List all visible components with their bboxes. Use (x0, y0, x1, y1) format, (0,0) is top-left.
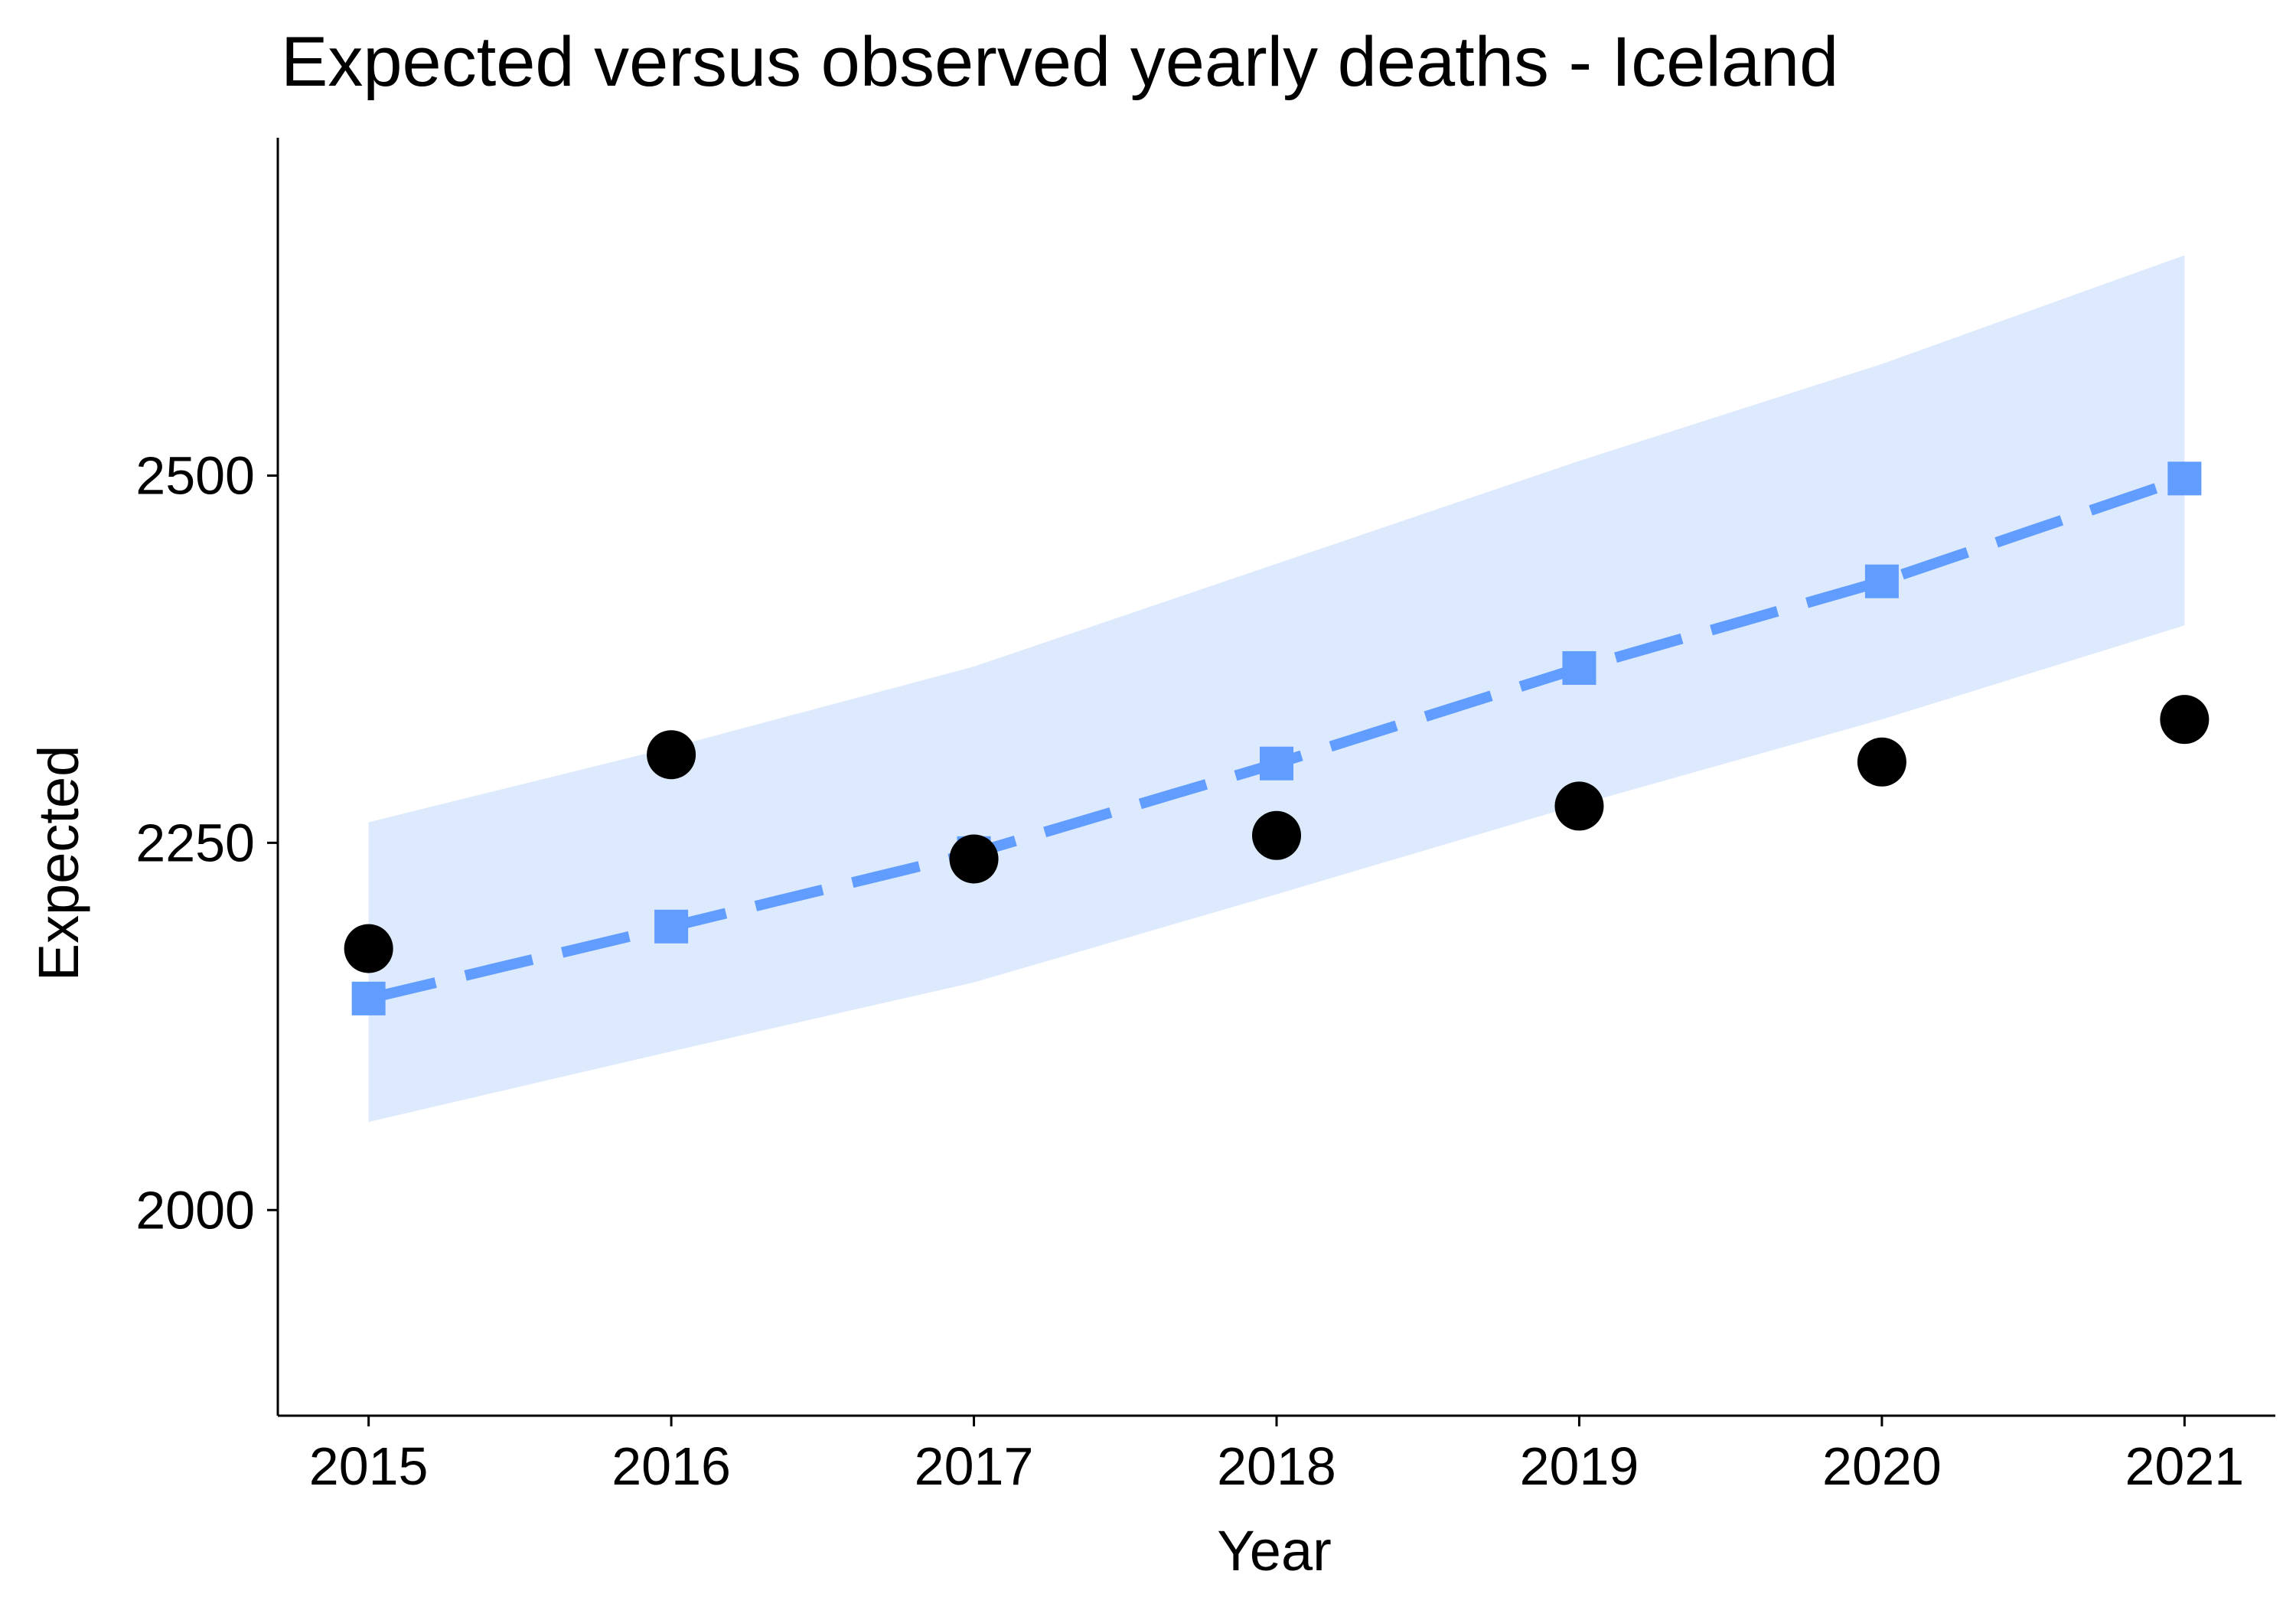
observed-point (1252, 810, 1301, 860)
axes: 2000 2250 2500 2015 2016 2017 2018 2019 2020 202… (135, 138, 2275, 1496)
plot-area (344, 255, 2210, 1123)
observed-points (344, 695, 2210, 973)
y-tick-label: 2000 (135, 1180, 255, 1240)
observed-point (1857, 737, 1906, 787)
x-tick-label: 2015 (309, 1436, 429, 1496)
y-axis-ticks: 2000 2250 2500 (135, 445, 278, 1240)
prediction-interval-band (368, 255, 2185, 1123)
expected-marker (351, 981, 386, 1015)
observed-point (949, 834, 999, 884)
x-tick-label: 2016 (612, 1436, 731, 1496)
y-axis-title: Expected (27, 745, 90, 982)
expected-markers (351, 461, 2202, 1015)
x-axis-ticks: 2015 2016 2017 2018 2019 2020 2021 (309, 1416, 2244, 1496)
observed-point (1554, 781, 1604, 831)
chart-title: Expected versus observed yearly deaths -… (281, 23, 1838, 101)
expected-marker (1864, 564, 1899, 598)
expected-marker (654, 909, 689, 944)
y-tick-label: 2500 (135, 445, 255, 505)
x-tick-label: 2019 (1520, 1436, 1639, 1496)
expected-marker (2167, 461, 2202, 496)
y-tick-label: 2250 (135, 813, 255, 872)
expected-marker (1260, 746, 1293, 781)
x-tick-label: 2018 (1217, 1436, 1336, 1496)
x-tick-label: 2021 (2125, 1436, 2244, 1496)
x-tick-label: 2017 (915, 1436, 1034, 1496)
observed-point (647, 730, 696, 780)
expected-marker (1562, 650, 1596, 685)
observed-point (344, 924, 393, 973)
observed-point (2160, 695, 2210, 745)
x-tick-label: 2020 (1822, 1436, 1942, 1496)
x-axis-title: Year (1217, 1519, 1332, 1583)
